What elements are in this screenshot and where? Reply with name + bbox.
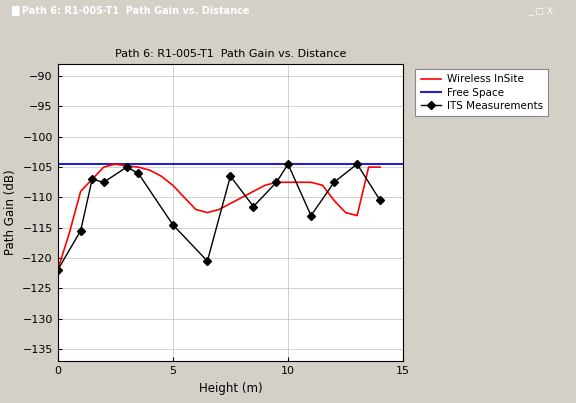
Wireless InSite — [227, 201, 234, 206]
Title: Path 6: R1-005-T1  Path Gain vs. Distance: Path 6: R1-005-T1 Path Gain vs. Distance — [115, 49, 346, 59]
X-axis label: Height (m): Height (m) — [199, 382, 262, 395]
Wireless InSite — [319, 183, 326, 188]
ITS Measurements — [77, 229, 84, 233]
Wireless InSite — [377, 165, 384, 170]
ITS Measurements — [377, 198, 384, 203]
ITS Measurements — [285, 162, 291, 166]
ITS Measurements — [308, 213, 314, 218]
Wireless InSite — [308, 180, 314, 185]
Free Space — [54, 162, 61, 166]
Wireless InSite — [77, 189, 84, 194]
ITS Measurements — [169, 222, 176, 227]
Wireless InSite — [204, 210, 211, 215]
Wireless InSite — [54, 268, 61, 272]
Wireless InSite — [215, 207, 222, 212]
Line: Wireless InSite: Wireless InSite — [58, 164, 380, 270]
ITS Measurements — [354, 162, 361, 166]
Legend: Wireless InSite, Free Space, ITS Measurements: Wireless InSite, Free Space, ITS Measure… — [415, 69, 548, 116]
Wireless InSite — [365, 165, 372, 170]
Wireless InSite — [273, 180, 280, 185]
Wireless InSite — [123, 164, 130, 168]
ITS Measurements — [273, 180, 280, 185]
ITS Measurements — [135, 171, 142, 176]
Wireless InSite — [342, 210, 349, 215]
Wireless InSite — [135, 165, 142, 170]
Wireless InSite — [238, 195, 245, 200]
ITS Measurements — [100, 180, 107, 185]
Wireless InSite — [262, 183, 268, 188]
Wireless InSite — [181, 195, 188, 200]
Text: █ Path 6: R1-005-T1  Path Gain vs. Distance: █ Path 6: R1-005-T1 Path Gain vs. Distan… — [12, 6, 250, 16]
Wireless InSite — [112, 162, 119, 166]
Wireless InSite — [100, 165, 107, 170]
Wireless InSite — [250, 189, 257, 194]
Wireless InSite — [296, 180, 303, 185]
Y-axis label: Path Gain (dB): Path Gain (dB) — [3, 170, 17, 256]
ITS Measurements — [123, 165, 130, 170]
ITS Measurements — [54, 268, 61, 272]
Wireless InSite — [158, 174, 165, 179]
ITS Measurements — [250, 204, 257, 209]
Wireless InSite — [354, 213, 361, 218]
Wireless InSite — [89, 177, 96, 182]
Wireless InSite — [66, 231, 73, 236]
ITS Measurements — [89, 177, 96, 182]
Wireless InSite — [285, 180, 291, 185]
Wireless InSite — [146, 168, 153, 172]
ITS Measurements — [227, 174, 234, 179]
Line: ITS Measurements: ITS Measurements — [55, 161, 383, 273]
Wireless InSite — [331, 198, 338, 203]
Text: _ □ X: _ □ X — [528, 6, 553, 16]
Wireless InSite — [169, 183, 176, 188]
Free Space — [77, 162, 84, 166]
ITS Measurements — [331, 180, 338, 185]
Wireless InSite — [192, 207, 199, 212]
ITS Measurements — [204, 259, 211, 264]
